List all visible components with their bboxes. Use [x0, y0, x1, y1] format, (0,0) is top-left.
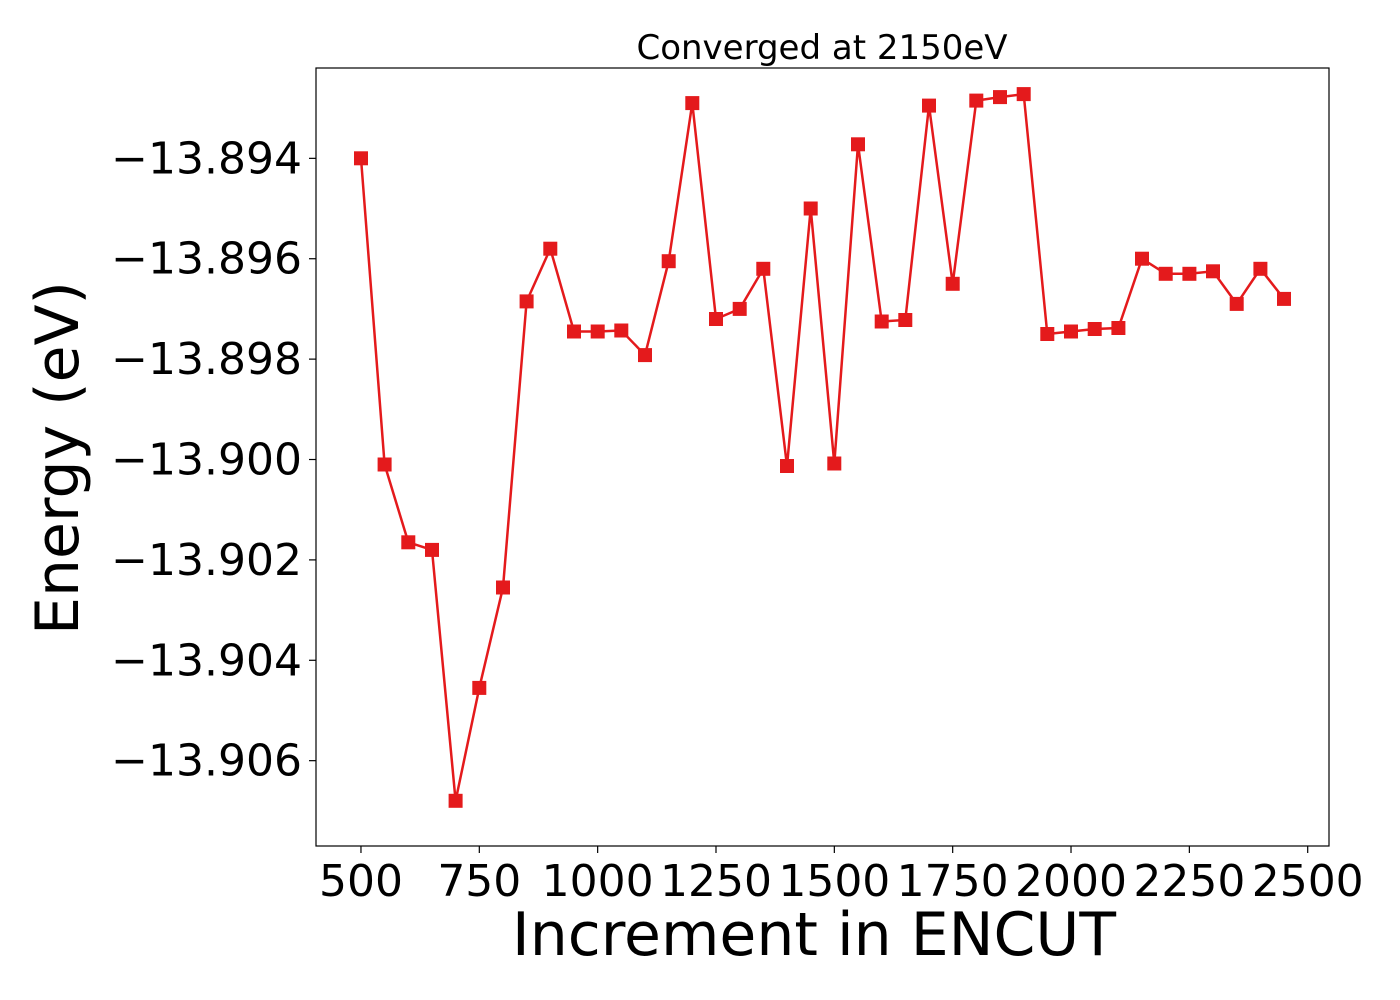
data-point	[448, 793, 463, 808]
data-point	[472, 680, 487, 695]
data-point	[1277, 291, 1291, 306]
data-point	[1087, 322, 1102, 336]
data-point	[401, 535, 416, 550]
data-point	[898, 313, 913, 327]
data-point	[1040, 327, 1055, 341]
data-point	[1229, 296, 1244, 311]
x-tick-label: 500	[319, 856, 403, 907]
data-point	[756, 261, 771, 276]
data-point	[1111, 321, 1126, 335]
y-tick-label: −13.906	[111, 736, 302, 787]
data-point	[827, 456, 842, 471]
data-point	[945, 276, 960, 291]
data-point	[1206, 264, 1220, 279]
data-point	[803, 201, 818, 216]
x-tick-label: 1750	[897, 856, 1009, 907]
x-tick-label: 2250	[1133, 856, 1245, 907]
chart-title: Converged at 2150eV	[636, 28, 1007, 68]
data-point	[1182, 266, 1197, 281]
y-tick-label: −13.894	[111, 133, 302, 184]
data-point	[1158, 266, 1173, 281]
data-point	[1016, 87, 1031, 102]
y-tick-label: −13.900	[111, 435, 302, 486]
data-point	[519, 294, 534, 309]
x-tick-label: 750	[437, 856, 521, 907]
y-tick-label: −13.896	[111, 234, 302, 285]
data-point	[1253, 261, 1268, 276]
data-point	[425, 542, 439, 557]
x-tick-label: 2000	[1015, 856, 1127, 907]
data-point	[709, 312, 723, 326]
x-tick-label: 2500	[1252, 856, 1364, 907]
data-point	[780, 459, 794, 473]
y-tick-label: −13.904	[111, 635, 302, 686]
data-point	[496, 580, 510, 595]
data-point	[685, 96, 700, 111]
data-point	[969, 93, 984, 108]
data-point	[614, 323, 629, 338]
y-tick-label: −13.902	[111, 535, 302, 586]
data-point	[874, 314, 889, 329]
x-axis-label: Increment in ENCUT	[512, 900, 1116, 970]
data-point	[354, 151, 368, 166]
data-point	[638, 348, 652, 363]
series-line	[359, 92, 1285, 802]
plot-frame	[315, 67, 1330, 847]
x-tick-label: 1000	[542, 856, 654, 907]
data-point	[922, 98, 936, 113]
data-point	[851, 137, 865, 152]
data-point	[1064, 324, 1078, 339]
data-point	[993, 90, 1007, 105]
data-point	[543, 241, 558, 256]
y-axis-label: Energy (eV)	[23, 281, 93, 635]
x-tick-label: 1500	[778, 856, 890, 907]
data-point	[1135, 251, 1149, 266]
plot-area: −13.894 −13.896 −13.898 −13.900 −13.902 −13.9…	[111, 67, 1364, 907]
data-point	[732, 301, 747, 316]
data-point	[377, 457, 392, 472]
data-point	[567, 324, 581, 339]
data-point	[661, 254, 676, 269]
data-point	[590, 324, 605, 339]
x-tick-label: 1250	[660, 856, 772, 907]
y-tick-label: −13.898	[111, 334, 302, 385]
